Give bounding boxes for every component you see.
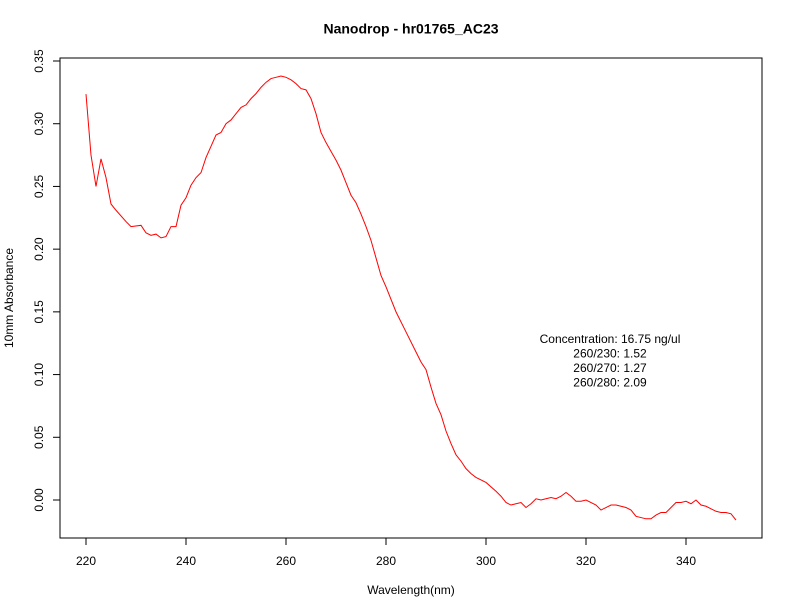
plot-frame bbox=[59, 57, 763, 539]
annotation: Concentration: 16.75 ng/ul bbox=[540, 332, 681, 346]
x-axis-label: Wavelength(nm) bbox=[367, 583, 455, 597]
chart-title: Nanodrop - hr01765_AC23 bbox=[323, 21, 498, 37]
annotation: 260/280: 2.09 bbox=[573, 376, 647, 390]
x-tick-label: 320 bbox=[576, 554, 596, 568]
x-tick-label: 280 bbox=[376, 554, 396, 568]
x-tick-label: 300 bbox=[476, 554, 496, 568]
x-tick-label: 220 bbox=[76, 554, 96, 568]
y-tick-label: 0.15 bbox=[32, 300, 46, 324]
y-tick-label: 0.00 bbox=[32, 488, 46, 512]
y-tick-label: 0.35 bbox=[32, 49, 46, 73]
annotation: 260/270: 1.27 bbox=[573, 361, 647, 375]
annotation: 260/230: 1.52 bbox=[573, 347, 647, 361]
y-tick-label: 0.05 bbox=[32, 425, 46, 449]
y-axis-label: 10mm Absorbance bbox=[2, 248, 16, 348]
x-tick-label: 260 bbox=[276, 554, 296, 568]
y-tick-label: 0.10 bbox=[32, 363, 46, 387]
x-tick-label: 240 bbox=[176, 554, 196, 568]
data-line bbox=[85, 75, 737, 521]
y-tick-label: 0.20 bbox=[32, 237, 46, 261]
x-tick-label: 340 bbox=[676, 554, 696, 568]
y-tick-label: 0.25 bbox=[32, 174, 46, 198]
y-tick-label: 0.30 bbox=[32, 112, 46, 136]
